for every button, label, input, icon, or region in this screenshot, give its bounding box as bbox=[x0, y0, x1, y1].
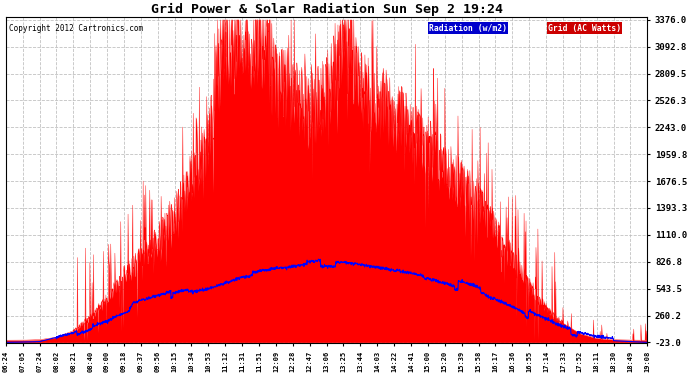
Text: Radiation (w/m2): Radiation (w/m2) bbox=[429, 24, 507, 33]
Text: Copyright 2012 Cartronics.com: Copyright 2012 Cartronics.com bbox=[9, 24, 143, 33]
Text: Grid (AC Watts): Grid (AC Watts) bbox=[548, 24, 621, 33]
Title: Grid Power & Solar Radiation Sun Sep 2 19:24: Grid Power & Solar Radiation Sun Sep 2 1… bbox=[150, 3, 502, 16]
